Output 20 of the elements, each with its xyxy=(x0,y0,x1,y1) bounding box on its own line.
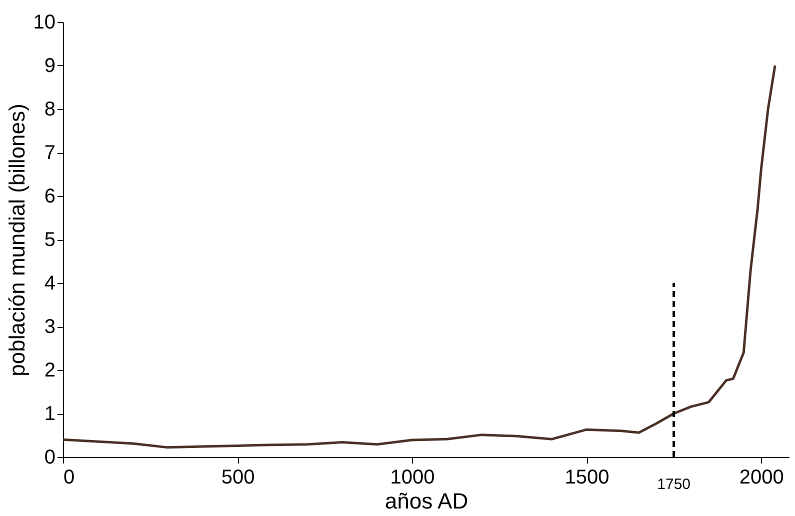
y-tick-label: 4 xyxy=(44,272,56,294)
y-tick-label: 10 xyxy=(33,12,56,34)
x-tick-label: 2000 xyxy=(739,466,784,488)
y-tick-label: 0 xyxy=(44,446,56,468)
x-tick-label: 0 xyxy=(64,466,75,488)
x-tick-label: 1000 xyxy=(390,466,435,488)
y-tick-label: 3 xyxy=(44,316,56,338)
y-tick-label: 8 xyxy=(44,98,56,120)
annotation: 1750 xyxy=(657,476,691,493)
line-series xyxy=(62,64,776,449)
y-tick-label: 1 xyxy=(44,403,56,425)
y-tick-label: 7 xyxy=(44,142,56,164)
x-tick-label: 500 xyxy=(221,466,255,488)
y-tick-label: 5 xyxy=(44,229,56,251)
x-axis-title: años AD xyxy=(384,488,468,514)
y-tick-label: 2 xyxy=(44,360,56,382)
x-tick-label: 1500 xyxy=(564,466,610,488)
y-tick-label: 9 xyxy=(44,55,56,77)
y-axis-title: población mundial (billones) xyxy=(4,104,30,376)
y-tick-label: 6 xyxy=(44,186,56,208)
